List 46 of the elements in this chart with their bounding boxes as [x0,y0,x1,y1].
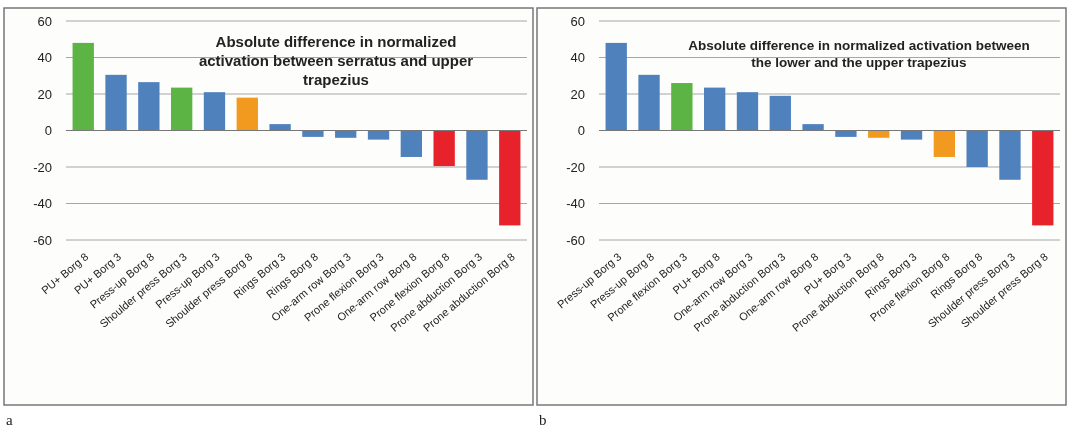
bar [736,92,759,131]
y-tick-label: -40 [33,196,52,212]
bar [769,95,791,131]
bar [868,130,890,138]
bar [105,74,127,131]
y-tick-label: -20 [566,159,585,175]
bar [367,130,390,140]
bar [138,82,160,131]
bar [999,130,1021,180]
bar [499,130,521,226]
bar [605,42,627,131]
bar [704,87,726,131]
bar [302,130,324,137]
bar [802,124,824,131]
y-tick-label: 0 [577,123,585,139]
bar [966,130,988,167]
bar [400,130,422,157]
text: a [6,412,13,428]
y-tick-label: 60 [570,13,585,29]
y-tick-label: 20 [570,86,585,102]
bar [433,130,455,167]
bar [72,42,94,131]
y-tick-label: 40 [37,50,52,66]
y-tick-label: -60 [566,232,585,248]
bar [269,124,291,131]
bar [171,87,193,131]
text: b [539,412,547,428]
bar [236,97,258,131]
bar [671,83,693,131]
text: Absolute difference in normalized activation between the lower and the upper trapezius [688,38,1030,70]
y-tick-label: -20 [33,159,52,175]
bar [1032,130,1054,226]
bar [900,130,923,140]
bar [638,74,660,131]
y-tick-label: 60 [37,13,52,29]
bar [203,92,226,131]
bar [835,130,857,137]
y-tick-label: 0 [44,123,52,139]
bar [466,130,488,180]
y-tick-label: -40 [566,196,585,212]
bar [335,130,357,138]
bar [933,130,955,157]
text: Absolute difference in normalized activation between serratus and upper trapezius [198,33,474,88]
y-tick-label: 20 [37,86,52,102]
y-tick-label: 40 [570,50,585,66]
y-tick-label: -60 [33,232,52,248]
